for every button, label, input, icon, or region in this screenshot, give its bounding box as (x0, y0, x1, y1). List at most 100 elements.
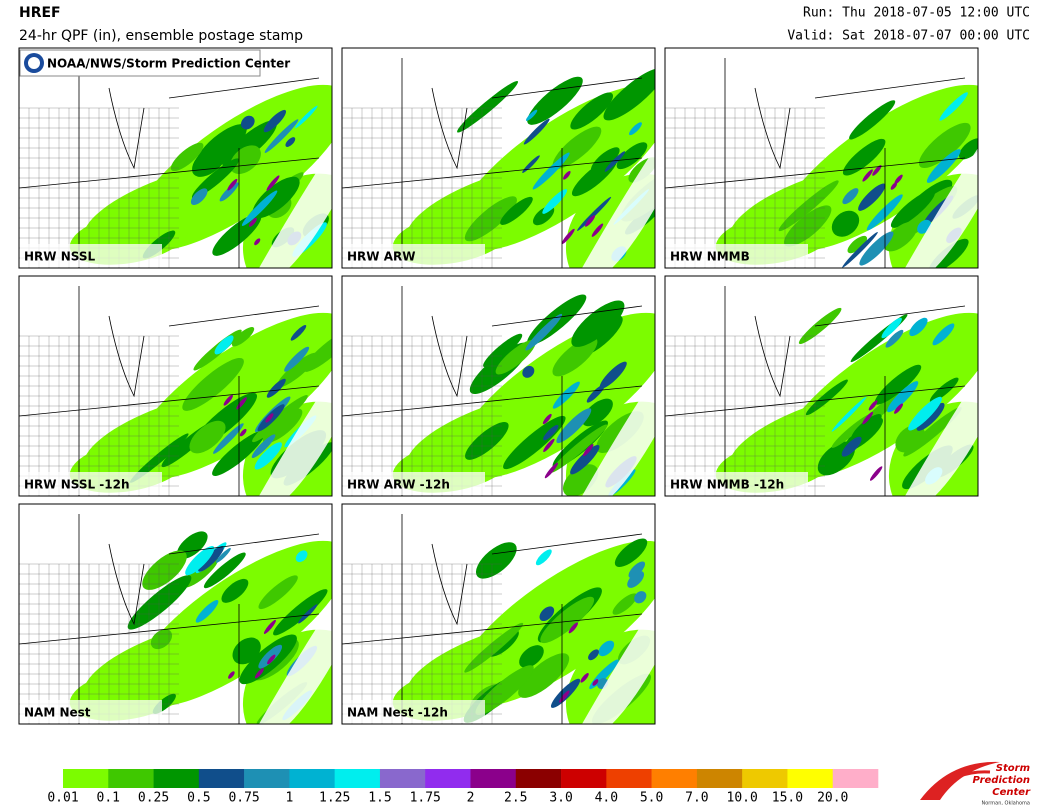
colorbar-label: 2 (467, 791, 475, 806)
colorbar-label: 1.75 (410, 791, 441, 806)
precip (195, 124, 247, 169)
map-frame (664, 275, 979, 497)
label-box (20, 244, 162, 267)
precip (298, 604, 318, 624)
precip (527, 76, 583, 125)
panel-label: HRW NSSL -12h (24, 478, 130, 492)
state-lines (342, 286, 643, 496)
precip (228, 671, 235, 679)
map-panel: HRW ARW (341, 47, 656, 269)
precip (535, 549, 552, 566)
state-lines (342, 514, 643, 724)
color-swatch (561, 769, 607, 788)
logo-line: Prediction (973, 775, 1030, 786)
precip (580, 673, 589, 683)
credit-box: NOAA/NWS/Storm Prediction Center (19, 49, 290, 77)
precip (798, 307, 842, 345)
precip (842, 138, 886, 176)
precip (483, 333, 523, 368)
snow-free (259, 376, 332, 496)
precip (629, 122, 642, 136)
color-swatch (425, 769, 471, 788)
colorbar-label: 2.5 (504, 791, 527, 806)
color-swatch (379, 769, 426, 788)
snow-free (905, 148, 978, 268)
precip (223, 394, 233, 406)
precip (189, 420, 226, 454)
precip (221, 578, 249, 603)
snow-free (582, 376, 655, 496)
title: HREF (19, 5, 61, 21)
precip (191, 158, 240, 199)
precip (561, 228, 575, 244)
precip (858, 183, 886, 211)
precip (831, 210, 860, 237)
precip (582, 398, 613, 427)
color-swatch (289, 769, 335, 788)
precip (592, 679, 599, 686)
snow-free (582, 148, 655, 268)
precip (570, 92, 614, 130)
precip (903, 407, 962, 457)
precip (805, 379, 848, 416)
map (665, 48, 978, 268)
map-frame (341, 503, 656, 725)
precip (887, 381, 919, 413)
precip (918, 122, 971, 168)
run-time: Run: Thu 2018-07-05 12:00 UTC (803, 6, 1030, 21)
precip (295, 105, 318, 129)
color-swatch (63, 769, 109, 788)
colorbar-label: 1.25 (319, 791, 350, 806)
precip (258, 644, 283, 669)
precip (577, 196, 612, 231)
precip (475, 542, 517, 579)
precip (591, 223, 604, 237)
precip (182, 357, 244, 411)
label-box (343, 472, 485, 495)
color-swatch (651, 769, 698, 788)
colorbar-label: 5.0 (640, 791, 663, 806)
colorbar-label: 0.01 (47, 791, 78, 806)
precip (872, 165, 882, 176)
precip (556, 408, 592, 444)
precip (213, 423, 244, 454)
precip (185, 546, 215, 576)
color-swatch (742, 769, 788, 788)
precip (585, 215, 596, 227)
precip (263, 619, 276, 634)
precip (932, 323, 955, 346)
precip (599, 361, 627, 389)
precip (628, 561, 646, 578)
precip (249, 217, 257, 227)
precip (552, 337, 598, 377)
color-swatch (244, 769, 290, 788)
precip (303, 330, 332, 372)
precip (150, 629, 173, 650)
map-panel: HRW NMMB (664, 47, 979, 269)
map-panel: NAM Nest -12h (341, 503, 656, 725)
precip (784, 205, 832, 247)
color-swatch (696, 769, 743, 788)
map (342, 276, 655, 496)
precip (586, 384, 605, 403)
county-lines (665, 107, 825, 268)
precip (129, 433, 189, 483)
precip (909, 317, 928, 337)
precip (544, 462, 559, 479)
precip (570, 444, 600, 475)
county-lines (19, 335, 179, 496)
precip (916, 402, 945, 431)
panels: HRW NSSL HRW ARW HRW NMMB HRW NSSL -12h HRW … (18, 47, 979, 725)
map (19, 48, 332, 268)
precip (254, 668, 264, 679)
precip (958, 138, 978, 160)
colorbar-label: 4.0 (595, 791, 618, 806)
precip (851, 414, 882, 441)
precip (203, 552, 246, 589)
map (19, 504, 332, 724)
panel-label: HRW NMMB -12h (670, 478, 784, 492)
map-frame (18, 47, 333, 269)
precip (251, 434, 276, 459)
